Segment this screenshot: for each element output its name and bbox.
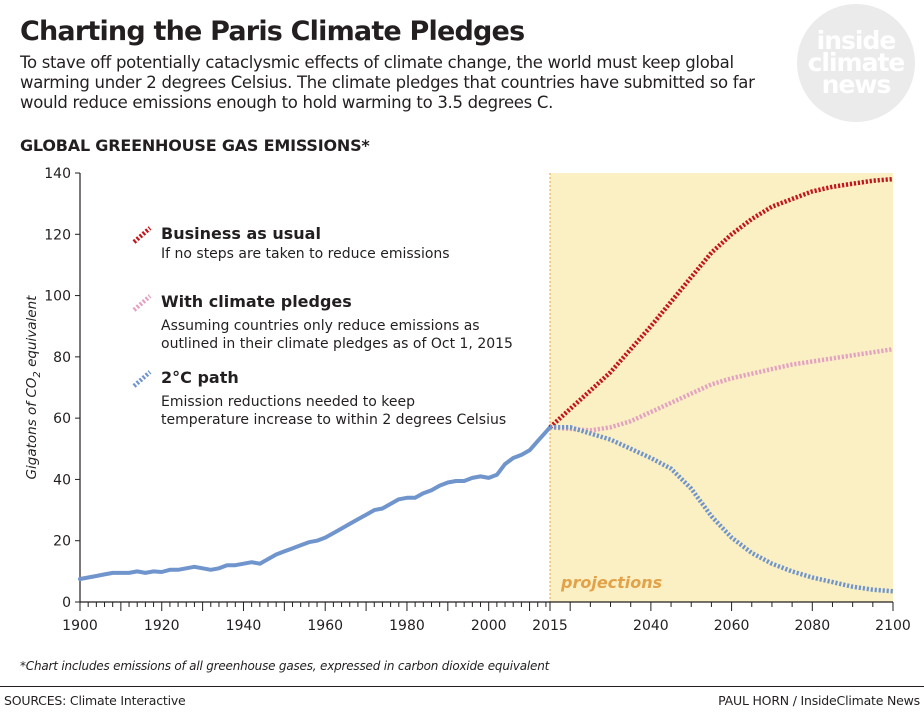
x-tick-label: 1980 xyxy=(389,618,425,634)
historical-emissions-line xyxy=(78,425,552,581)
x-axis-ticks xyxy=(79,602,894,611)
business-as-usual-line xyxy=(548,176,894,429)
section-title: GLOBAL GREENHOUSE GAS EMISSIONS* xyxy=(20,136,370,155)
x-tick-label: 1960 xyxy=(307,618,343,634)
legend-title-climate-pledges: With climate pledges xyxy=(161,292,352,311)
logo-line-2: climate xyxy=(807,48,906,77)
sources-credit: SOURCES: Climate Interactive xyxy=(4,693,186,708)
legend-swatch-two-degree xyxy=(132,370,152,388)
chart-footnote: *Chart includes emissions of all greenho… xyxy=(20,659,550,673)
chart-subtitle: To stave off potentially cataclysmic eff… xyxy=(20,53,755,112)
logo-line-1: inside xyxy=(816,26,897,55)
y-tick-label: 100 xyxy=(44,289,71,305)
legend-title-business-as-usual: Business as usual xyxy=(161,224,321,243)
insideclimate-news-logo: inside climate news xyxy=(797,4,915,122)
two-degree-line xyxy=(550,425,894,594)
y-tick-label: 140 xyxy=(44,166,71,182)
legend-description-two-degree: Emission reductions needed to keep temper… xyxy=(161,394,506,428)
x-tick-label: 2100 xyxy=(875,618,911,634)
projections-label: projections xyxy=(560,573,662,592)
y-tick-label: 120 xyxy=(44,227,71,243)
y-tick-label: 60 xyxy=(53,411,71,427)
legend-description-climate-pledges: Assuming countries only reduce emissions… xyxy=(161,318,513,352)
logo-line-3: news xyxy=(821,70,892,99)
x-tick-label: 2000 xyxy=(471,618,507,634)
x-tick-label: 2060 xyxy=(714,618,750,634)
x-tick-label: 1920 xyxy=(144,618,180,634)
y-tick-label: 20 xyxy=(53,534,71,550)
footer-divider xyxy=(0,686,924,687)
y-tick-label: 40 xyxy=(53,472,71,488)
x-tick-label: 1940 xyxy=(226,618,262,634)
projection-band xyxy=(550,173,893,602)
legend-swatch-climate-pledges xyxy=(132,294,152,312)
x-tick-label: 2015 xyxy=(532,618,568,634)
author-credit: PAUL HORN / InsideClimate News xyxy=(718,693,920,708)
y-axis-label: Gigatons of CO2 equivalent xyxy=(24,295,43,480)
x-tick-label: 2040 xyxy=(633,618,669,634)
climate-pledges-line xyxy=(549,346,894,433)
x-tick-label: 1900 xyxy=(62,618,98,634)
chart-title: Charting the Paris Climate Pledges xyxy=(20,16,525,47)
y-tick-label: 80 xyxy=(53,350,71,366)
y-tick-label: 0 xyxy=(62,595,71,611)
legend-description-business-as-usual: If no steps are taken to reduce emission… xyxy=(161,246,450,262)
legend-swatch-business-as-usual xyxy=(132,226,152,244)
legend-title-two-degree: 2°C path xyxy=(161,368,239,387)
x-tick-label: 2080 xyxy=(794,618,830,634)
